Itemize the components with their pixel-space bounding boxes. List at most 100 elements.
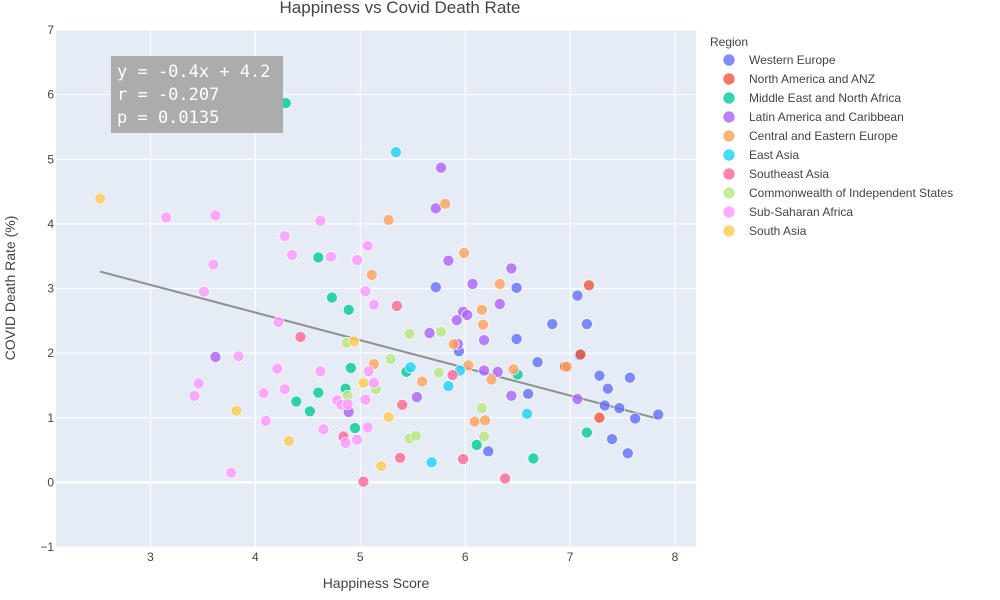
data-point [403, 327, 416, 340]
legend-label: Sub-Saharan Africa [749, 205, 853, 219]
scatter-points [94, 97, 665, 488]
data-point [368, 377, 380, 389]
data-point [410, 430, 422, 442]
y-tick-label: 2 [47, 346, 54, 360]
data-point [598, 399, 611, 412]
stats-box-background [111, 56, 283, 133]
data-point [339, 437, 352, 449]
data-point [476, 402, 488, 414]
y-tick-label: 7 [47, 23, 54, 37]
data-point [531, 356, 544, 368]
data-point [470, 439, 483, 451]
legend-label: East Asia [749, 148, 799, 162]
data-point [629, 412, 641, 425]
y-tick-label: 0 [47, 475, 54, 489]
data-point [446, 369, 459, 381]
data-point [571, 289, 584, 302]
data-point [160, 211, 172, 224]
data-point [583, 279, 595, 292]
legend-label: Middle East and North Africa [749, 91, 901, 105]
data-point [442, 380, 455, 392]
data-point [593, 411, 606, 424]
legend-item[interactable]: East Asia [722, 148, 799, 162]
data-point [342, 304, 355, 316]
x-axis-ticks: 3 4 5 6 7 8 [147, 550, 679, 564]
data-point [271, 362, 284, 375]
data-point [317, 423, 330, 436]
chart-title: Happiness vs Covid Death Rate [280, 0, 521, 17]
legend-marker [722, 110, 736, 124]
data-point [435, 161, 447, 174]
data-point [384, 353, 397, 365]
data-point [457, 453, 469, 465]
legend: Region Western Europe North America and A… [710, 35, 953, 238]
data-point [382, 214, 395, 226]
data-point [368, 298, 380, 311]
y-axis-title: COVID Death Rate (%) [2, 216, 18, 361]
stats-equation: y = -0.4x + 4.2 [117, 62, 271, 82]
data-point [505, 262, 518, 275]
data-point [494, 298, 506, 310]
legend-label: Western Europe [749, 53, 836, 67]
data-point [257, 387, 270, 399]
data-point [499, 472, 511, 485]
data-point [510, 282, 523, 294]
stats-p-value: p = 0.0135 [117, 108, 219, 128]
data-point [521, 408, 533, 420]
data-point [491, 366, 504, 378]
y-tick-label: 4 [47, 217, 54, 231]
data-point [198, 285, 210, 298]
data-point [366, 269, 378, 281]
y-tick-label: 3 [47, 282, 54, 296]
series-group [94, 192, 395, 473]
data-point [447, 338, 460, 350]
data-point [361, 240, 374, 252]
legend-item[interactable]: Central and Eastern Europe [722, 129, 898, 143]
data-point [351, 433, 363, 446]
legend-label: South Asia [749, 224, 807, 238]
data-point [450, 314, 463, 326]
legend-item[interactable]: Latin America and Caribbean [722, 110, 904, 124]
data-point [461, 309, 474, 321]
data-point [94, 192, 106, 205]
data-point [574, 348, 587, 361]
legend-marker [722, 205, 736, 219]
data-point [482, 445, 495, 458]
data-point [325, 251, 337, 263]
data-point [478, 430, 490, 443]
x-axis-title: Happiness Score [323, 575, 430, 591]
legend-marker [722, 72, 736, 86]
legend-item[interactable]: Middle East and North Africa [722, 91, 901, 105]
data-point [435, 325, 447, 338]
data-point [652, 408, 665, 421]
data-point [345, 362, 357, 374]
series-group [160, 209, 380, 479]
legend-item[interactable]: North America and ANZ [722, 72, 875, 86]
data-point [581, 426, 593, 439]
legend-item[interactable]: Western Europe [722, 53, 836, 67]
data-point [485, 373, 498, 386]
stats-box: y = -0.4x + 4.2 r = -0.207 p = 0.0135 [111, 56, 283, 133]
legend-item[interactable]: Southeast Asia [722, 167, 829, 181]
data-point [476, 304, 488, 316]
legend-label: Southeast Asia [749, 167, 829, 181]
data-point [505, 389, 518, 402]
data-point [613, 402, 626, 414]
legend-marker [722, 224, 736, 238]
legend-item[interactable]: Sub-Saharan Africa [722, 205, 853, 219]
legend-item[interactable]: Commonwealth of Independent States [722, 186, 953, 200]
y-axis-ticks: −1 0 1 2 3 4 5 6 7 [40, 23, 54, 554]
data-point [278, 230, 291, 242]
series-group [366, 198, 573, 428]
stats-r-value: r = -0.207 [117, 85, 219, 105]
x-tick-label: 8 [672, 550, 679, 564]
data-point [624, 371, 636, 384]
data-point [439, 198, 452, 210]
data-point [479, 414, 491, 427]
data-point [209, 209, 222, 222]
legend-item[interactable]: South Asia [722, 224, 807, 238]
data-point [433, 366, 445, 379]
data-point [348, 335, 360, 348]
data-point [359, 285, 372, 297]
